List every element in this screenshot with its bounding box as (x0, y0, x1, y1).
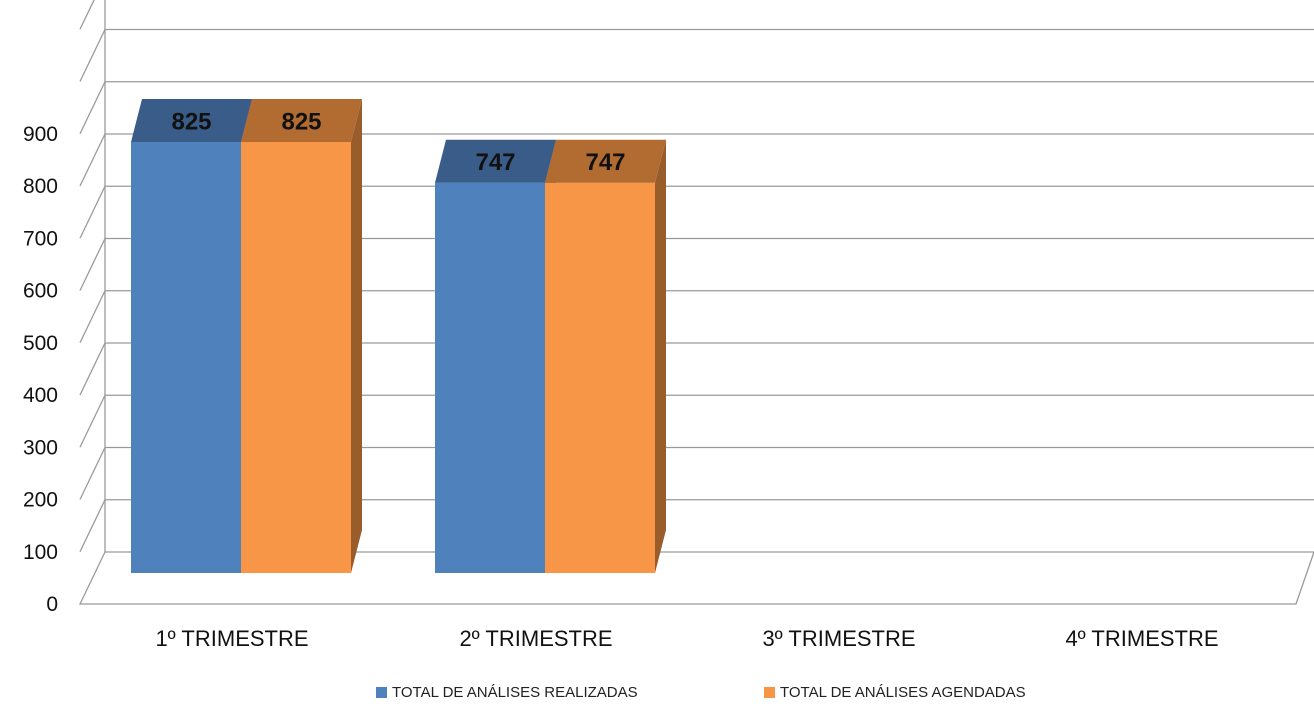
y-axis-ticks: 0 100 200 300 400 500 600 700 800 900 (23, 123, 58, 616)
data-label: 747 (475, 149, 515, 176)
bar-0-1: 747 (435, 139, 556, 573)
legend-swatch-realizadas (376, 687, 387, 698)
bar-top (435, 139, 556, 183)
legend-label-agendadas: TOTAL DE ANÁLISES AGENDADAS (780, 684, 1026, 701)
y-tick-label: 200 (23, 489, 58, 512)
wall-gridline (79, 81, 106, 135)
wall-gridline (79, 29, 106, 82)
wall-gridline (79, 290, 106, 344)
data-label: 825 (281, 108, 321, 135)
x-category-label: 1º TRIMESTRE (155, 626, 308, 651)
wall-gridline (79, 447, 106, 500)
y-tick-label: 300 (23, 436, 58, 459)
legend-label-realizadas: TOTAL DE ANÁLISES REALIZADAS (392, 684, 638, 701)
y-tick-label: 400 (23, 384, 58, 407)
bar-front (545, 182, 655, 573)
bar-1-1: 747 (545, 139, 666, 573)
y-tick-label: 0 (46, 593, 58, 616)
wall-gridline (79, 394, 106, 448)
legend-item-realizadas: TOTAL DE ANÁLISES REALIZADAS (376, 684, 638, 701)
bar-front (241, 141, 351, 573)
floor (78, 551, 1314, 605)
bar-front (131, 141, 241, 573)
wall-gridline (79, 133, 106, 187)
y-tick-label: 600 (23, 280, 58, 303)
bar-top (241, 98, 362, 142)
y-tick-label: 900 (23, 123, 58, 146)
bars: 825 825 747 747 (131, 98, 666, 573)
x-category-label: 4º TRIMESTRE (1065, 626, 1218, 651)
bar-0-0: 825 (131, 98, 252, 573)
y-tick-label: 500 (23, 332, 58, 355)
wall-gridline (79, 342, 106, 396)
bar-front (435, 182, 545, 573)
bar-top (131, 98, 252, 142)
bar-1-0: 825 (241, 98, 362, 573)
y-tick-label: 100 (23, 541, 58, 564)
bar-side (655, 139, 666, 573)
wall-gridline (79, 499, 106, 553)
legend-swatch-agendadas (764, 687, 775, 698)
y-tick-label: 700 (23, 227, 58, 250)
legend-item-agendadas: TOTAL DE ANÁLISES AGENDADAS (764, 684, 1026, 701)
x-category-label: 3º TRIMESTRE (762, 626, 915, 651)
data-label: 747 (585, 149, 625, 176)
data-label: 825 (171, 108, 211, 135)
wall-gridline (79, 185, 106, 239)
x-axis-categories: 1º TRIMESTRE 2º TRIMESTRE 3º TRIMESTRE 4º T… (155, 626, 1218, 651)
legend: TOTAL DE ANÁLISES REALIZADAS TOTAL DE AN… (0, 684, 1314, 706)
bar-top (545, 139, 666, 183)
wall-gridline (79, 0, 95, 30)
wall-gridline (79, 238, 106, 291)
y-tick-label: 800 (23, 175, 58, 198)
x-category-label: 2º TRIMESTRE (459, 626, 612, 651)
bar-side (351, 98, 362, 573)
